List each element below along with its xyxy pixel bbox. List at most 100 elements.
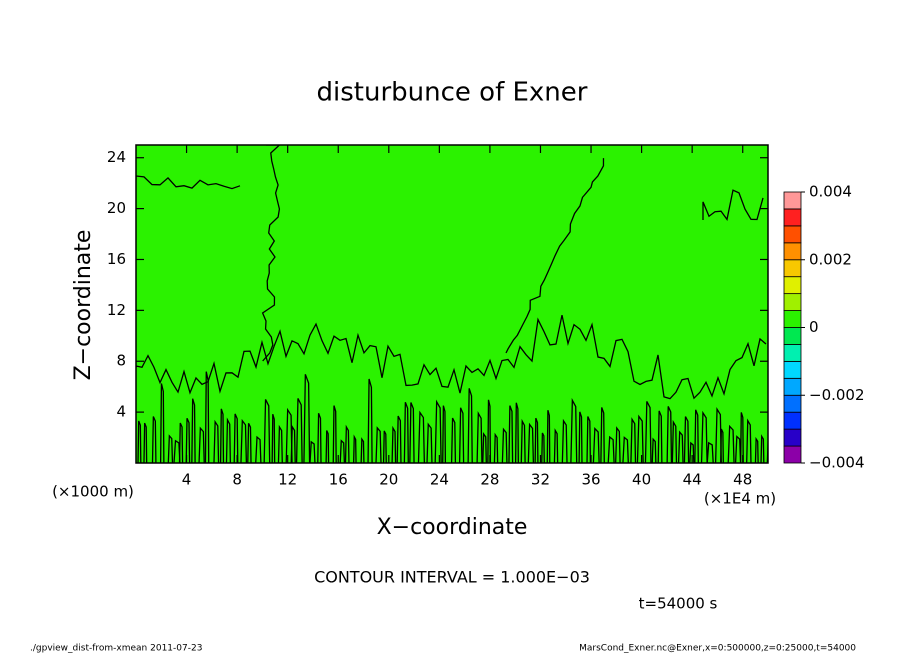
contour-line xyxy=(277,424,283,463)
contour-line xyxy=(754,436,759,463)
contour-line xyxy=(434,399,442,463)
contour-line xyxy=(482,432,487,463)
colorbar-segment xyxy=(783,225,802,244)
contour-line xyxy=(727,424,735,463)
colorbar-tick-label: −0.004 xyxy=(809,454,865,472)
contour-line xyxy=(396,415,402,463)
x-tick-label: 28 xyxy=(480,471,499,489)
colorbar-segment xyxy=(783,445,802,464)
contour-line xyxy=(442,405,447,463)
contour-line xyxy=(607,435,615,463)
colorbar-tick-label: −0.002 xyxy=(809,386,865,404)
contour-line xyxy=(458,407,465,463)
time-label: t=54000 s xyxy=(639,595,718,613)
contour-line xyxy=(198,426,205,463)
contour-line xyxy=(219,408,225,463)
contour-line xyxy=(247,422,252,463)
contour-line xyxy=(553,428,559,463)
footer-left: ./gpview_dist-from-xmean 2011-07-23 xyxy=(30,644,202,654)
contour-line xyxy=(136,315,767,400)
contour-line xyxy=(720,428,724,463)
contour-line xyxy=(467,388,473,463)
contour-line xyxy=(317,413,322,463)
colorbar-segment xyxy=(783,259,802,278)
colorbar-segment xyxy=(783,310,802,328)
chart-title: disturbunce of Exner xyxy=(317,78,588,108)
contour-line xyxy=(271,414,276,463)
contour-line xyxy=(352,434,357,463)
contour-line xyxy=(592,427,600,463)
contour-line xyxy=(689,441,695,463)
contour-line xyxy=(677,430,684,463)
contour-line xyxy=(344,424,350,463)
contour-line xyxy=(546,410,551,463)
contour-line xyxy=(137,420,142,463)
colorbar-segment xyxy=(783,276,802,295)
contour-line xyxy=(505,158,605,354)
colorbar-tick-label: 0 xyxy=(809,318,819,336)
contour-line xyxy=(702,189,764,221)
contour-line xyxy=(290,424,296,463)
colorbar-segment xyxy=(783,293,802,311)
contour-line xyxy=(671,419,678,463)
contour-line xyxy=(185,417,191,463)
x-tick-label: 44 xyxy=(683,471,702,489)
contour-line xyxy=(382,430,387,463)
y-tick-label: 16 xyxy=(107,250,126,268)
contour-line xyxy=(303,374,311,463)
colorbar-tick-label: 0.002 xyxy=(809,250,852,268)
contour-line xyxy=(561,418,568,463)
colorbar-segment xyxy=(783,428,802,447)
y-tick-label: 12 xyxy=(107,301,126,319)
colorbar-segment xyxy=(783,344,802,362)
x-tick-label: 20 xyxy=(379,471,398,489)
contour-line xyxy=(476,410,483,463)
y-unit: (×1000 m) xyxy=(52,483,134,501)
colorbar-segment xyxy=(783,377,802,396)
colorbar-segment xyxy=(783,394,802,413)
contour-line xyxy=(309,440,316,463)
x-tick-label: 12 xyxy=(278,471,297,489)
plot-frame xyxy=(135,144,769,464)
colorbar-segment xyxy=(783,327,802,345)
contour-line xyxy=(734,435,742,463)
y-tick-label: 4 xyxy=(116,403,126,421)
contour-line xyxy=(325,430,330,463)
contour-line xyxy=(630,417,637,463)
contour-line xyxy=(706,441,714,463)
contour-line xyxy=(534,417,539,463)
x-unit: (×1E4 m) xyxy=(704,490,776,508)
contour-line xyxy=(578,411,583,463)
contour-line xyxy=(739,412,744,463)
contour-line xyxy=(541,432,545,463)
contour-line xyxy=(493,432,499,463)
contour-line xyxy=(501,427,508,463)
contour-line xyxy=(600,407,605,463)
colorbar-segment xyxy=(783,191,802,210)
contour-line xyxy=(213,419,220,463)
contour-line xyxy=(191,398,196,463)
contour-line xyxy=(204,371,210,463)
contour-line xyxy=(409,402,415,463)
contour-line xyxy=(263,399,271,463)
contour-line xyxy=(295,398,303,463)
contour-line xyxy=(367,378,373,463)
contour-line xyxy=(375,426,382,463)
x-tick-label: 32 xyxy=(531,471,550,489)
footer-right: MarsCond_Exner.nc@Exner,x=0:500000,z=0:2… xyxy=(579,644,856,654)
x-tick-label: 16 xyxy=(329,471,348,489)
contour-interval: CONTOUR INTERVAL = 1.000E−03 xyxy=(314,568,590,587)
colorbar-segment xyxy=(783,360,802,379)
contour-line xyxy=(426,422,433,463)
contour-line xyxy=(261,145,281,362)
contour-line xyxy=(233,413,239,463)
contour-line xyxy=(332,405,337,463)
contour-field xyxy=(136,145,768,463)
contour-line xyxy=(683,416,690,463)
contour-line xyxy=(178,422,184,463)
contour-line xyxy=(225,417,232,463)
contour-line xyxy=(487,399,492,463)
contour-line xyxy=(240,418,248,463)
x-axis-label: X−coordinate xyxy=(377,515,528,540)
